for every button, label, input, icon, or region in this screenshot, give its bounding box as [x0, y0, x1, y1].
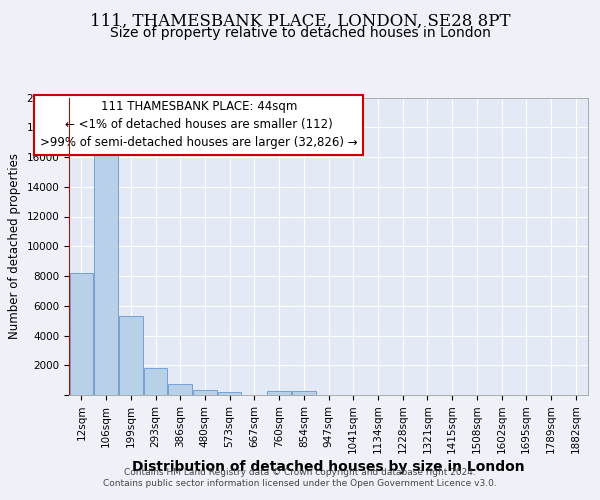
Text: 111 THAMESBANK PLACE: 44sqm
← <1% of detached houses are smaller (112)
>99% of s: 111 THAMESBANK PLACE: 44sqm ← <1% of det…	[40, 100, 358, 150]
Bar	[292, 390, 316, 395]
Bar	[119, 316, 143, 395]
X-axis label: Distribution of detached houses by size in London: Distribution of detached houses by size …	[132, 460, 525, 474]
Bar	[268, 390, 291, 395]
Text: 111, THAMESBANK PLACE, LONDON, SE28 8PT: 111, THAMESBANK PLACE, LONDON, SE28 8PT	[90, 12, 510, 29]
Text: Size of property relative to detached houses in London: Size of property relative to detached ho…	[110, 26, 490, 40]
Bar	[70, 273, 93, 395]
Bar	[94, 148, 118, 395]
Text: Contains HM Land Registry data © Crown copyright and database right 2024.
Contai: Contains HM Land Registry data © Crown c…	[103, 468, 497, 487]
Bar	[144, 368, 167, 395]
Bar	[193, 390, 217, 395]
Y-axis label: Number of detached properties: Number of detached properties	[8, 153, 21, 340]
Bar	[218, 392, 241, 395]
Bar	[169, 384, 192, 395]
